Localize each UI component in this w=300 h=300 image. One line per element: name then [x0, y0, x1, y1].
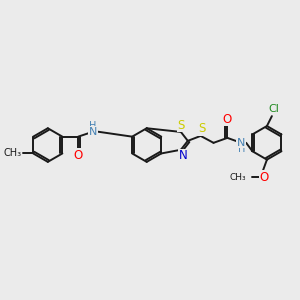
- Text: CH₃: CH₃: [230, 173, 246, 182]
- Text: O: O: [74, 149, 83, 162]
- Text: O: O: [223, 112, 232, 126]
- Text: N: N: [237, 138, 245, 148]
- Text: H: H: [89, 121, 97, 131]
- Text: Cl: Cl: [268, 104, 279, 114]
- Text: N: N: [89, 127, 97, 137]
- Text: O: O: [259, 171, 268, 184]
- Text: H: H: [238, 144, 245, 154]
- Text: CH₃: CH₃: [3, 148, 21, 158]
- Text: S: S: [177, 118, 184, 131]
- Text: S: S: [198, 122, 205, 136]
- Text: N: N: [178, 149, 187, 162]
